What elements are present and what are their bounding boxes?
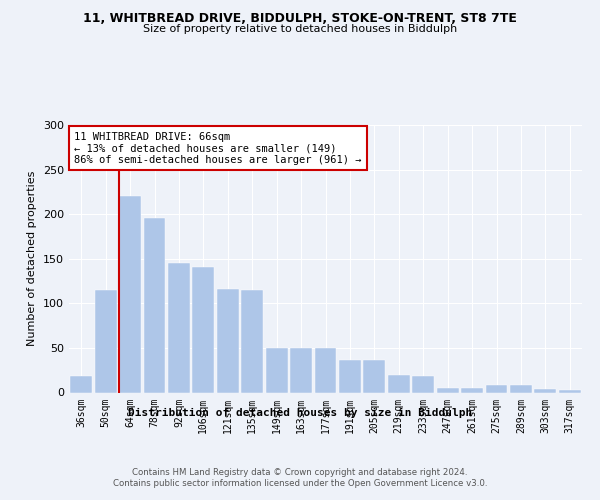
Bar bbox=[339, 360, 361, 392]
Bar bbox=[559, 390, 581, 392]
Bar bbox=[290, 348, 312, 393]
Y-axis label: Number of detached properties: Number of detached properties bbox=[28, 171, 37, 346]
Bar bbox=[241, 290, 263, 392]
Bar bbox=[461, 388, 483, 392]
Bar bbox=[535, 389, 556, 392]
Bar bbox=[70, 376, 92, 392]
Bar bbox=[95, 290, 116, 392]
Bar bbox=[168, 263, 190, 392]
Bar bbox=[143, 218, 166, 392]
Bar bbox=[266, 348, 287, 393]
Bar bbox=[314, 348, 337, 393]
Bar bbox=[437, 388, 458, 392]
Text: Contains HM Land Registry data © Crown copyright and database right 2024.
Contai: Contains HM Land Registry data © Crown c… bbox=[113, 468, 487, 487]
Bar bbox=[364, 360, 385, 392]
Bar bbox=[510, 386, 532, 392]
Text: 11 WHITBREAD DRIVE: 66sqm
← 13% of detached houses are smaller (149)
86% of semi: 11 WHITBREAD DRIVE: 66sqm ← 13% of detac… bbox=[74, 132, 362, 165]
Bar bbox=[193, 267, 214, 392]
Bar bbox=[485, 386, 508, 392]
Bar bbox=[412, 376, 434, 392]
Text: Distribution of detached houses by size in Biddulph: Distribution of detached houses by size … bbox=[128, 408, 472, 418]
Bar bbox=[119, 196, 141, 392]
Text: 11, WHITBREAD DRIVE, BIDDULPH, STOKE-ON-TRENT, ST8 7TE: 11, WHITBREAD DRIVE, BIDDULPH, STOKE-ON-… bbox=[83, 12, 517, 26]
Bar bbox=[217, 289, 239, 393]
Text: Size of property relative to detached houses in Biddulph: Size of property relative to detached ho… bbox=[143, 24, 457, 34]
Bar bbox=[388, 374, 410, 392]
